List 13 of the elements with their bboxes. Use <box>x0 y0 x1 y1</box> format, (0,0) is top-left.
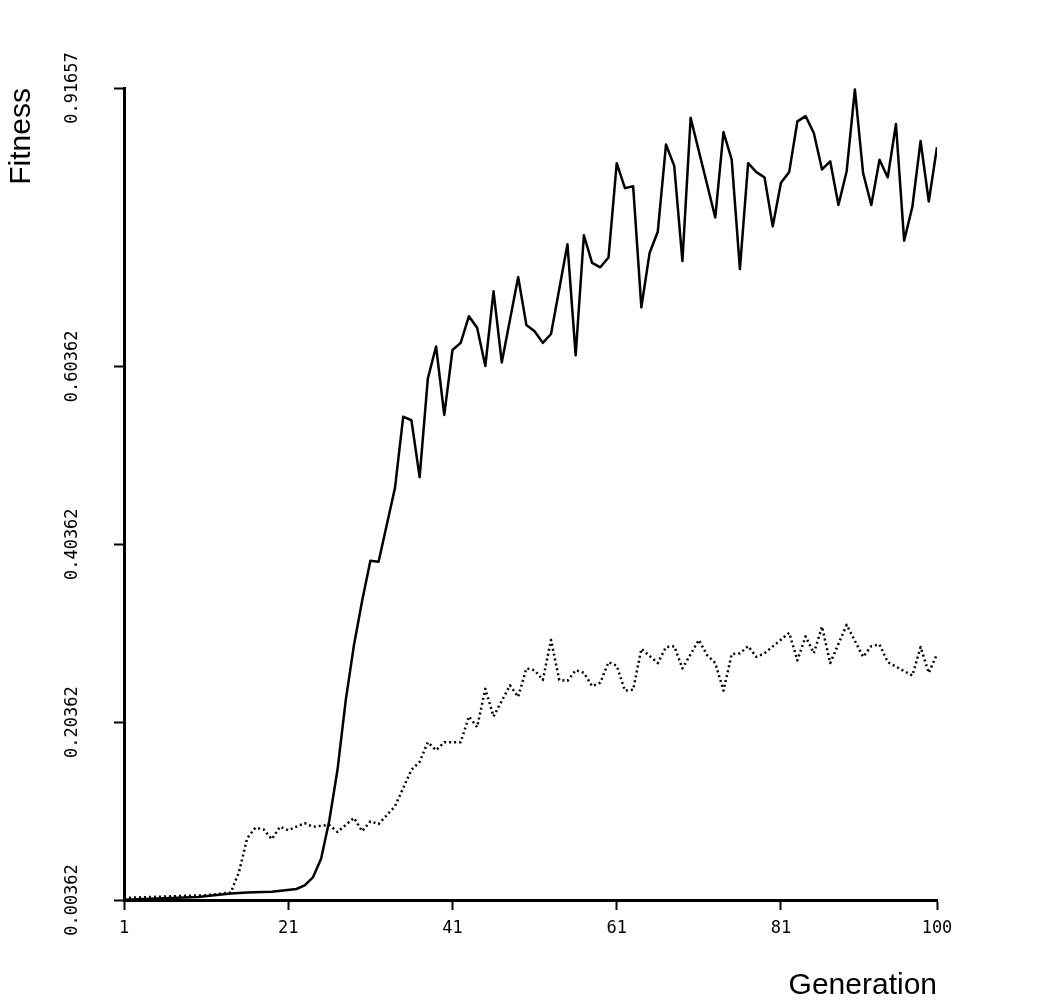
y-tick-label: 0.00362 <box>60 864 81 936</box>
y-tick-label: 0.60362 <box>60 330 81 403</box>
x-tick-label: 1 <box>118 916 130 937</box>
y-tick-label: 0.91657 <box>60 52 81 124</box>
x-tick-label: 61 <box>606 916 627 937</box>
y-tick-label: 0.40362 <box>60 508 81 581</box>
x-tick-label: 100 <box>921 916 953 937</box>
y-tick-label: 0.20362 <box>60 686 81 758</box>
x-axis-title: Generation <box>788 967 937 1001</box>
y-axis-title: Fitness <box>3 88 37 185</box>
x-tick-label: 21 <box>278 916 299 937</box>
x-tick-label: 41 <box>442 916 463 937</box>
x-tick-label: 81 <box>770 916 792 937</box>
